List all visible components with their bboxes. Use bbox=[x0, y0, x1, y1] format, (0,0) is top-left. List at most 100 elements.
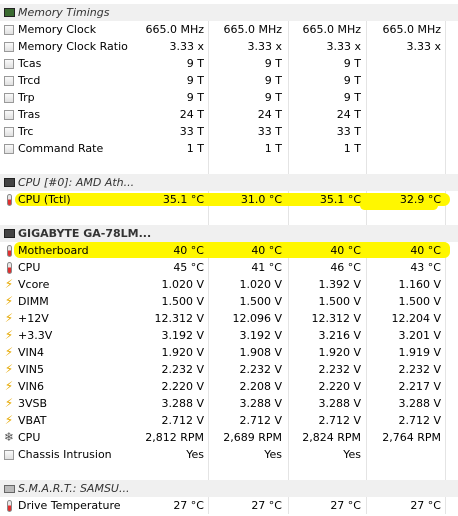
voltage-icon: ⚡ bbox=[4, 277, 14, 291]
table-row[interactable]: ⚡ DIMM 1.500 V 1.500 V 1.500 V 1.500 V bbox=[0, 293, 458, 310]
value-cell: 1.500 V bbox=[161, 295, 204, 308]
value-cell: 665.0 MHz bbox=[145, 23, 204, 36]
voltage-icon: ⚡ bbox=[4, 311, 14, 325]
value-cell: 9 T bbox=[343, 57, 361, 70]
voltage-icon: ⚡ bbox=[4, 396, 14, 410]
value-cell: 1.500 V bbox=[239, 295, 282, 308]
value-cell: 41 °C bbox=[251, 261, 282, 274]
row-label: +3.3V bbox=[18, 329, 53, 342]
group-header-motherboard[interactable]: GIGABYTE GA-78LM... bbox=[0, 225, 458, 242]
table-row[interactable]: Tcas 9 T 9 T 9 T bbox=[0, 55, 458, 72]
table-row[interactable]: ⚡ VIN5 2.232 V 2.232 V 2.232 V 2.232 V bbox=[0, 361, 458, 378]
value-cell: 1.020 V bbox=[161, 278, 204, 291]
value-cell: 33 T bbox=[257, 125, 282, 138]
row-label: Trp bbox=[18, 91, 35, 104]
table-row[interactable]: Trp 9 T 9 T 9 T bbox=[0, 89, 458, 106]
voltage-icon: ⚡ bbox=[4, 379, 14, 393]
value-cell: 2.208 V bbox=[239, 380, 282, 393]
value-cell: 2.232 V bbox=[239, 363, 282, 376]
row-label: Memory Clock bbox=[18, 23, 97, 36]
value-cell: 3.192 V bbox=[161, 329, 204, 342]
table-row[interactable]: ⚡ VBAT 2.712 V 2.712 V 2.712 V 2.712 V bbox=[0, 412, 458, 429]
value-cell: 12.312 V bbox=[311, 312, 361, 325]
value-cell: Yes bbox=[264, 448, 282, 461]
value-cell: 2.712 V bbox=[161, 414, 204, 427]
row-label: Tcas bbox=[18, 57, 42, 70]
spacer bbox=[0, 463, 458, 480]
value-cell: 665.0 MHz bbox=[302, 23, 361, 36]
table-row[interactable]: CPU 45 °C 41 °C 46 °C 43 °C bbox=[0, 259, 458, 276]
table-row[interactable]: Trc 33 T 33 T 33 T bbox=[0, 123, 458, 140]
row-label: Command Rate bbox=[18, 142, 104, 155]
row-label: Motherboard bbox=[18, 244, 89, 257]
value-cell: 9 T bbox=[186, 91, 204, 104]
value-cell: 45 °C bbox=[173, 261, 204, 274]
square-icon bbox=[3, 142, 15, 155]
value-cell: 2,764 RPM bbox=[382, 431, 441, 444]
table-row[interactable]: ⚡ Vcore 1.020 V 1.020 V 1.392 V 1.160 V bbox=[0, 276, 458, 293]
table-row[interactable]: Trcd 9 T 9 T 9 T bbox=[0, 72, 458, 89]
value-cell: 1 T bbox=[343, 142, 361, 155]
value-cell: 35.1 °C bbox=[319, 193, 361, 206]
table-row[interactable]: ⚡ +12V 12.312 V 12.096 V 12.312 V 12.204 V bbox=[0, 310, 458, 327]
table-row[interactable]: Memory Clock Ratio 3.33 x 3.33 x 3.33 x 3.33… bbox=[0, 38, 458, 55]
value-cell: 1.920 V bbox=[318, 346, 361, 359]
table-row[interactable]: Motherboard 40 °C 40 °C 40 °C 40 °C bbox=[0, 242, 458, 259]
drive-icon bbox=[3, 482, 15, 495]
value-cell: 2,812 RPM bbox=[145, 431, 204, 444]
square-icon bbox=[3, 448, 15, 461]
row-label: Tras bbox=[18, 108, 41, 121]
value-cell: 665.0 MHz bbox=[382, 23, 441, 36]
value-cell: 2.712 V bbox=[398, 414, 441, 427]
row-label: CPU (Tctl) bbox=[18, 193, 71, 206]
column-divider bbox=[366, 4, 367, 514]
value-cell: 3.192 V bbox=[239, 329, 282, 342]
voltage-icon: ⚡ bbox=[4, 328, 14, 342]
voltage-icon: ⚡ bbox=[4, 294, 14, 308]
group-header-cpu[interactable]: CPU [#0]: AMD Ath... bbox=[0, 174, 458, 191]
table-row[interactable]: ❄ CPU 2,812 RPM 2,689 RPM 2,824 RPM 2,764 RPM bbox=[0, 429, 458, 446]
value-cell: 3.33 x bbox=[406, 40, 442, 53]
table-row[interactable]: ⚡ VIN6 2.220 V 2.208 V 2.220 V 2.217 V bbox=[0, 378, 458, 395]
value-cell: 665.0 MHz bbox=[223, 23, 282, 36]
value-cell: 3.216 V bbox=[318, 329, 361, 342]
table-row[interactable]: Command Rate 1 T 1 T 1 T bbox=[0, 140, 458, 157]
value-cell: 3.288 V bbox=[318, 397, 361, 410]
table-row[interactable]: Memory Clock 665.0 MHz 665.0 MHz 665.0 MHz 6… bbox=[0, 21, 458, 38]
value-cell: 43 °C bbox=[410, 261, 441, 274]
table-row[interactable]: ⚡ +3.3V 3.192 V 3.192 V 3.216 V 3.201 V bbox=[0, 327, 458, 344]
value-cell: 9 T bbox=[264, 91, 282, 104]
table-row[interactable]: Tras 24 T 24 T 24 T bbox=[0, 106, 458, 123]
group-header-smart[interactable]: S.M.A.R.T.: SAMSU... bbox=[0, 480, 458, 497]
row-label: +12V bbox=[18, 312, 49, 325]
value-cell: 3.33 x bbox=[247, 40, 283, 53]
table-row[interactable]: Drive Temperature 27 °C 27 °C 27 °C 27 °… bbox=[0, 497, 458, 514]
value-cell: 3.288 V bbox=[398, 397, 441, 410]
value-cell: 1.020 V bbox=[239, 278, 282, 291]
group-header-memory[interactable]: Memory Timings bbox=[0, 4, 458, 21]
value-cell: 1 T bbox=[264, 142, 282, 155]
square-icon bbox=[3, 40, 15, 53]
column-divider bbox=[208, 4, 209, 514]
table-row[interactable]: CPU (Tctl) 35.1 °C 31.0 °C 35.1 °C 32.9 … bbox=[0, 191, 458, 210]
value-cell: 2.232 V bbox=[318, 363, 361, 376]
value-cell: 40 °C bbox=[173, 244, 204, 257]
table-row[interactable]: Chassis Intrusion Yes Yes Yes bbox=[0, 446, 458, 463]
value-cell: 40 °C bbox=[330, 244, 361, 257]
value-cell: 12.096 V bbox=[232, 312, 282, 325]
thermometer-icon bbox=[3, 261, 15, 274]
row-label: VIN5 bbox=[18, 363, 44, 376]
column-divider bbox=[288, 4, 289, 514]
cpu-chip-icon bbox=[3, 176, 15, 189]
yellow-highlight bbox=[15, 193, 450, 206]
value-cell: 9 T bbox=[343, 74, 361, 87]
thermometer-icon bbox=[3, 244, 15, 257]
yellow-highlight bbox=[14, 242, 450, 258]
group-title: S.M.A.R.T.: SAMSU... bbox=[18, 482, 130, 495]
table-row[interactable]: ⚡ 3VSB 3.288 V 3.288 V 3.288 V 3.288 V bbox=[0, 395, 458, 412]
row-label: Trc bbox=[18, 125, 34, 138]
table-row[interactable]: ⚡ VIN4 1.920 V 1.908 V 1.920 V 1.919 V bbox=[0, 344, 458, 361]
value-cell: 3.33 x bbox=[326, 40, 362, 53]
value-cell: 24 T bbox=[179, 108, 204, 121]
value-cell: 27 °C bbox=[330, 499, 361, 512]
